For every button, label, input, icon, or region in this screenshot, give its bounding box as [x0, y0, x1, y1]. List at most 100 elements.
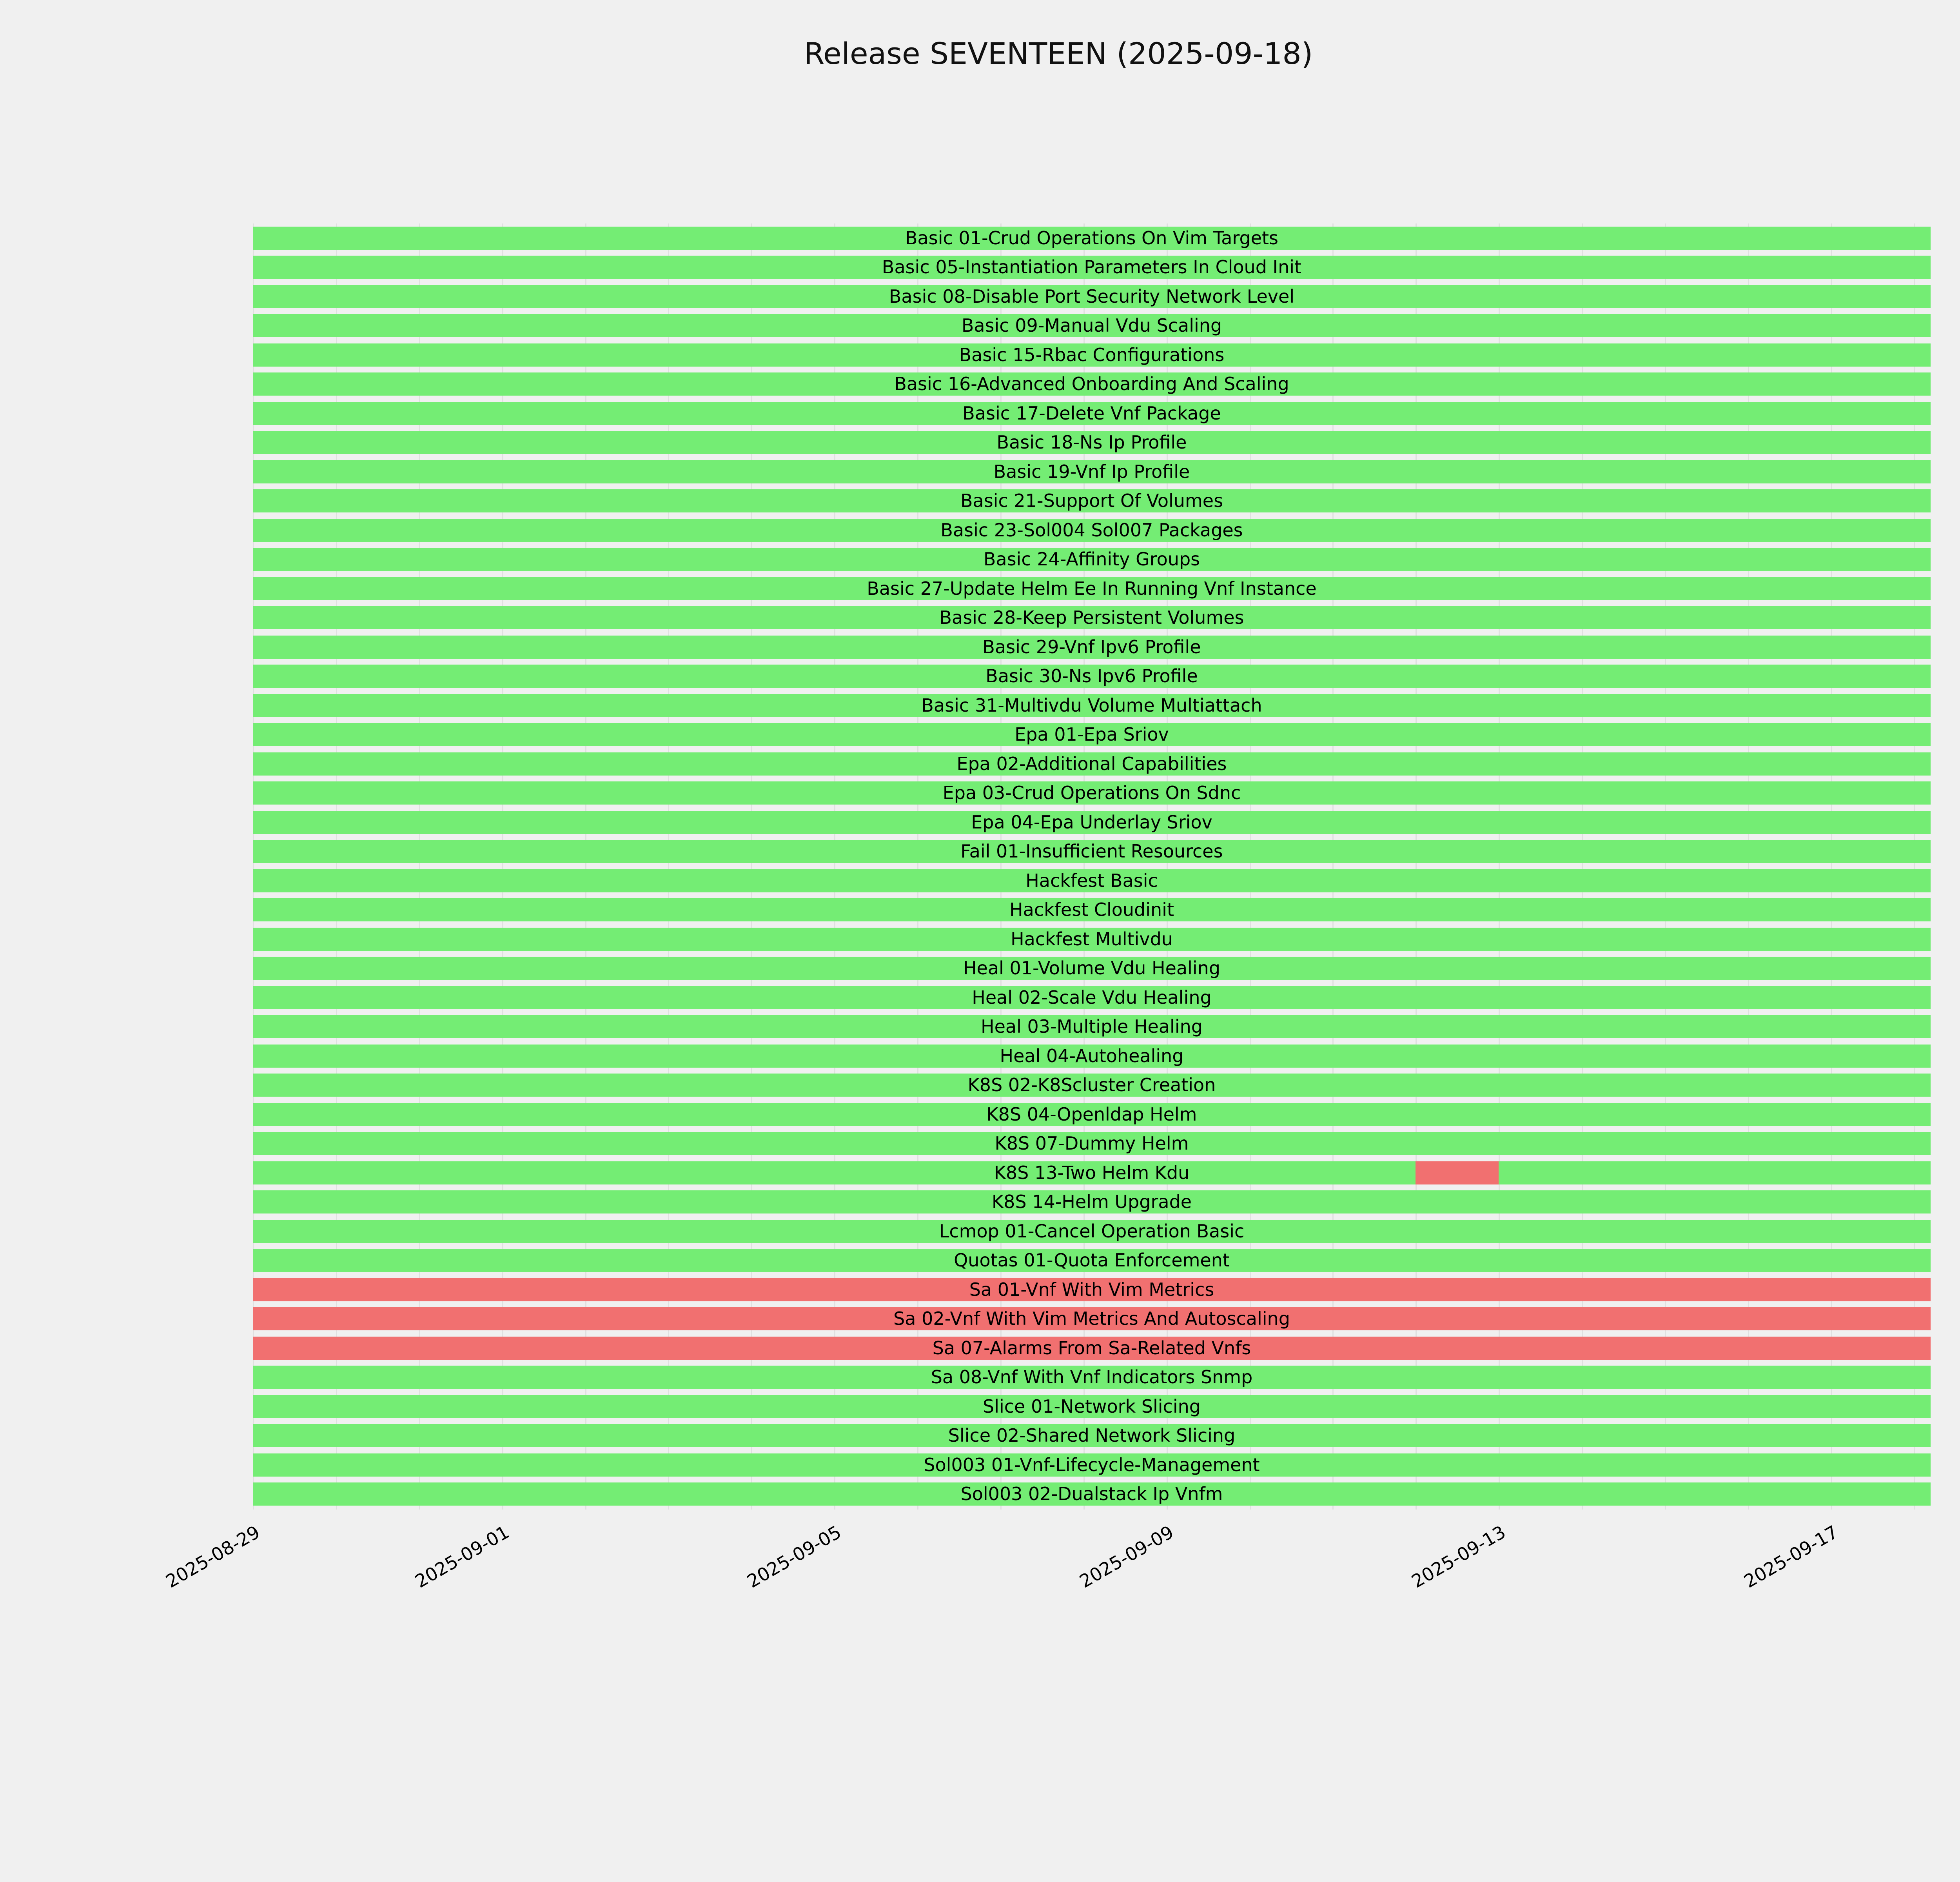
gridline [917, 223, 919, 1510]
gridline [1249, 223, 1251, 1510]
gantt-row-label: Basic 30-Ns Ipv6 Profile [985, 665, 1198, 687]
gantt-bar [253, 226, 1931, 250]
gantt-bar [253, 1190, 1931, 1214]
gridline [1083, 223, 1085, 1510]
gantt-row: Basic 19-Vnf Ip Profile [253, 460, 1931, 483]
gantt-row: Sol003 01-Vnf-Lifecycle-Management [253, 1453, 1931, 1477]
gantt-row: Basic 09-Manual Vdu Scaling [253, 314, 1931, 338]
gantt-row-label: Basic 09-Manual Vdu Scaling [961, 315, 1222, 336]
gantt-row-label: Basic 29-Vnf Ipv6 Profile [982, 636, 1201, 658]
gantt-bar [253, 1424, 1931, 1448]
gantt-bar [253, 810, 1931, 834]
gantt-bar [253, 723, 1931, 747]
gantt-row-label: Fail 01-Insufficient Resources [960, 841, 1223, 862]
gantt-row-label: K8S 02-K8Scluster Creation [967, 1074, 1216, 1096]
gantt-row-label: Heal 02-Scale Vdu Healing [972, 986, 1212, 1008]
gantt-row: Epa 01-Epa Sriov [253, 723, 1931, 747]
gantt-row-label: Hackfest Cloudinit [1009, 899, 1174, 921]
gantt-row-label: Sa 02-Vnf With Vim Metrics And Autoscali… [893, 1308, 1290, 1330]
gantt-row-label: Epa 04-Epa Underlay Sriov [971, 811, 1212, 833]
gantt-row-label: Basic 24-Affinity Groups [983, 549, 1200, 570]
x-tick-label: 2025-09-13 [1408, 1521, 1510, 1592]
gridline [253, 223, 254, 1510]
gantt-row: Basic 16-Advanced Onboarding And Scaling [253, 372, 1931, 396]
gantt-row: K8S 07-Dummy Helm [253, 1132, 1931, 1155]
gantt-row-label: Heal 03-Multiple Healing [981, 1016, 1203, 1037]
gantt-row-label: Epa 01-Epa Sriov [1014, 724, 1169, 745]
gantt-row-label: Quotas 01-Quota Enforcement [954, 1250, 1230, 1271]
gridline [1831, 223, 1832, 1510]
gantt-row-label: Basic 27-Update Helm Ee In Running Vnf I… [867, 578, 1317, 599]
gantt-bar [253, 1249, 1931, 1272]
gantt-row: Sol003 02-Dualstack Ip Vnfm [253, 1482, 1931, 1506]
gantt-row: K8S 02-K8Scluster Creation [253, 1074, 1931, 1097]
gridline [1914, 223, 1915, 1510]
gantt-row-label: Heal 01-Volume Vdu Healing [963, 957, 1221, 979]
gridline [834, 223, 836, 1510]
gantt-row-label: Basic 01-Crud Operations On Vim Targets [905, 227, 1278, 249]
gantt-bar [253, 314, 1931, 338]
gantt-row: Quotas 01-Quota Enforcement [253, 1249, 1931, 1272]
gantt-row-label: K8S 13-Two Helm Kdu [994, 1162, 1190, 1183]
gantt-row: Slice 02-Shared Network Slicing [253, 1424, 1931, 1448]
gantt-row-label: K8S 07-Dummy Helm [995, 1133, 1189, 1154]
gantt-bar [253, 285, 1931, 308]
gantt-bar [253, 401, 1931, 425]
gantt-row: Epa 04-Epa Underlay Sriov [253, 810, 1931, 834]
gantt-bar [253, 1161, 1931, 1184]
gantt-row-label: Basic 05-Instantiation Parameters In Clo… [882, 256, 1302, 278]
gantt-bar [253, 1044, 1931, 1068]
chart-title: Release SEVENTEEN (2025-09-18) [804, 36, 1313, 71]
gantt-row-label: Sa 01-Vnf With Vim Metrics [969, 1279, 1214, 1300]
gantt-row-label: Basic 19-Vnf Ip Profile [993, 461, 1190, 482]
gantt-bar [253, 1103, 1931, 1126]
gantt-bar [253, 1453, 1931, 1477]
gantt-bar [253, 548, 1931, 571]
gantt-row-label: Hackfest Basic [1025, 870, 1158, 891]
gantt-row: Basic 27-Update Helm Ee In Running Vnf I… [253, 577, 1931, 600]
gridline [1416, 223, 1417, 1510]
gridline [336, 223, 337, 1510]
gantt-row-label: Basic 17-Delete Vnf Package [962, 402, 1221, 424]
x-axis: 2025-08-29 2025-09-01 2025-09-05 2025-09-09… [0, 1521, 1960, 1678]
gantt-row: Basic 05-Instantiation Parameters In Clo… [253, 256, 1931, 279]
gantt-bar [253, 577, 1931, 600]
gantt-row: Basic 24-Affinity Groups [253, 548, 1931, 571]
gantt-row-label: Slice 01-Network Slicing [983, 1395, 1201, 1417]
gantt-row-label: Basic 28-Keep Persistent Volumes [939, 607, 1244, 629]
gantt-bar [253, 927, 1931, 951]
gantt-bar [253, 840, 1931, 863]
x-tick-label: 2025-09-09 [1076, 1521, 1177, 1592]
gantt-bar [253, 489, 1931, 513]
gantt-bar [253, 665, 1931, 688]
gantt-row: Slice 01-Network Slicing [253, 1395, 1931, 1418]
gridline [751, 223, 753, 1510]
gantt-fail-segment [1416, 1161, 1499, 1184]
gantt-bar [253, 1278, 1931, 1301]
gridline [502, 223, 503, 1510]
gantt-row: Basic 08-Disable Port Security Network L… [253, 285, 1931, 308]
gantt-bar [253, 898, 1931, 922]
gantt-row-label: Basic 16-Advanced Onboarding And Scaling [894, 373, 1289, 395]
gantt-row: Epa 03-Crud Operations On Sdnc [253, 781, 1931, 805]
x-tick-label: 2025-09-17 [1740, 1521, 1842, 1592]
gantt-bar [253, 869, 1931, 892]
gantt-row: Epa 02-Additional Capabilities [253, 752, 1931, 776]
gantt-row: Basic 18-Ns Ip Profile [253, 431, 1931, 454]
gantt-row: Hackfest Cloudinit [253, 898, 1931, 922]
gantt-bar [253, 1307, 1931, 1331]
gridline [585, 223, 586, 1510]
gantt-row: Basic 31-Multivdu Volume Multiattach [253, 694, 1931, 717]
gantt-row-label: Heal 04-Autohealing [1000, 1045, 1184, 1066]
gantt-bar [253, 1074, 1931, 1097]
gantt-bar [253, 1132, 1931, 1155]
gantt-row: Fail 01-Insufficient Resources [253, 840, 1931, 863]
x-tick-label: 2025-09-05 [743, 1521, 845, 1592]
gantt-bar [253, 1366, 1931, 1389]
gridlines [253, 223, 1931, 1510]
gantt-bar [253, 431, 1931, 454]
gantt-row: Sa 07-Alarms From Sa-Related Vnfs [253, 1336, 1931, 1360]
gantt-bar [253, 635, 1931, 659]
gantt-row: Heal 04-Autohealing [253, 1044, 1931, 1068]
gantt-row: Basic 23-Sol004 Sol007 Packages [253, 518, 1931, 542]
